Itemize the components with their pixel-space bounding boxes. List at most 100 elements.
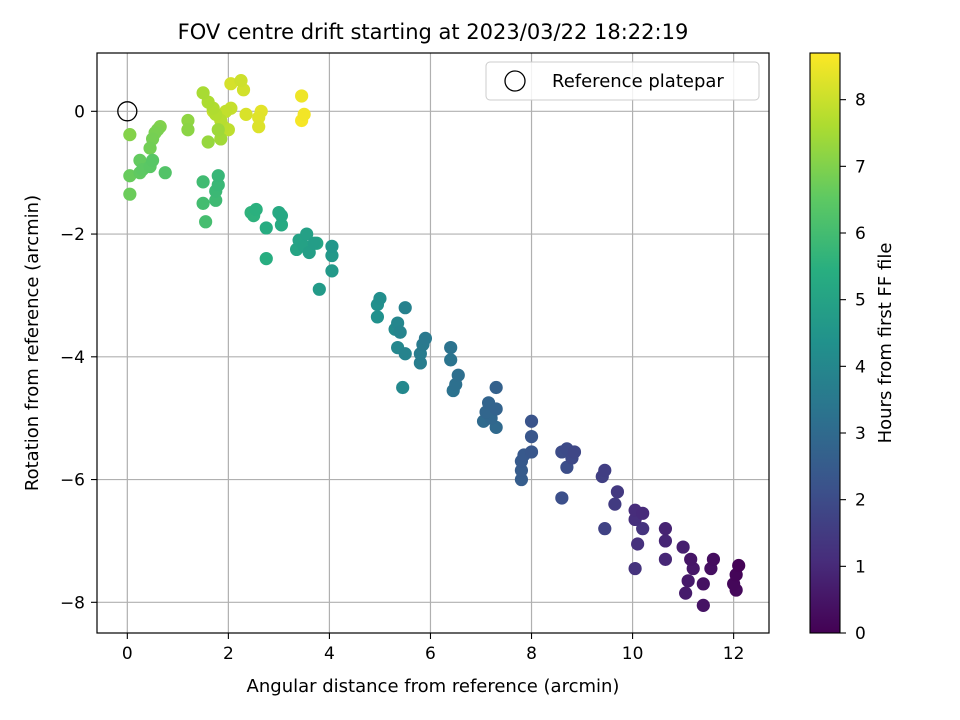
data-point — [681, 574, 695, 588]
data-point — [211, 178, 225, 192]
data-point — [413, 356, 427, 370]
data-point — [444, 353, 458, 367]
chart-title: FOV centre drift starting at 2023/03/22 … — [178, 20, 689, 44]
data-point — [181, 113, 195, 128]
x-tick-label: 6 — [425, 644, 436, 664]
data-point — [444, 341, 458, 355]
data-point — [706, 552, 721, 566]
colorbar-tick-label: 8 — [855, 91, 866, 111]
reference-marker-group — [117, 101, 138, 122]
data-point — [370, 310, 385, 324]
y-axis-label: Rotation from reference (arcmin) — [22, 195, 43, 491]
data-point — [196, 86, 210, 100]
data-point — [489, 402, 503, 416]
colorbar-tick-label: 1 — [855, 557, 866, 577]
colorbar-gradient — [810, 53, 840, 633]
data-point — [418, 331, 433, 345]
data-point — [658, 552, 673, 566]
y-axis-ticks: 0 −2 −4 −6 −8 — [60, 102, 97, 613]
data-point — [398, 301, 412, 315]
x-tick-label: 8 — [526, 644, 537, 664]
data-point — [524, 445, 539, 459]
legend-entry-reference-platepar: Reference platepar — [552, 71, 724, 92]
data-point — [567, 445, 582, 459]
data-point — [249, 202, 263, 217]
data-point — [234, 74, 248, 88]
data-point — [252, 120, 266, 134]
data-point — [628, 561, 642, 576]
data-point — [514, 463, 529, 477]
data-point — [325, 239, 339, 253]
x-tick-label: 2 — [223, 644, 234, 664]
data-point — [658, 534, 673, 548]
data-point — [451, 368, 465, 382]
data-point — [211, 123, 225, 137]
data-point — [201, 135, 215, 149]
data-point — [325, 264, 339, 278]
colorbar-tick-label: 5 — [855, 291, 866, 311]
colorbar-label: Hours from first FF file — [875, 243, 896, 444]
data-point — [696, 577, 710, 591]
colorbar-tick-label: 3 — [855, 424, 866, 444]
grid-lines — [97, 53, 769, 633]
x-tick-label: 4 — [324, 644, 335, 664]
data-point — [396, 380, 410, 395]
x-tick-label: 0 — [122, 644, 133, 664]
legend-marker — [504, 70, 526, 92]
data-points — [123, 74, 746, 612]
plot-frame — [96, 52, 770, 634]
data-point — [610, 485, 625, 499]
data-point — [598, 522, 612, 536]
data-point — [209, 193, 223, 207]
colorbar-frame — [809, 52, 841, 634]
legend-box — [485, 61, 760, 101]
data-point — [732, 558, 746, 573]
y-tick-label: 0 — [74, 102, 85, 122]
data-point — [631, 537, 645, 551]
data-point — [307, 236, 321, 250]
data-point — [489, 380, 503, 395]
data-point — [295, 89, 309, 103]
data-point — [676, 540, 690, 554]
data-point — [196, 196, 210, 210]
y-tick-label: −8 — [60, 593, 85, 613]
data-point — [636, 506, 650, 520]
data-point — [300, 227, 314, 241]
data-point — [274, 209, 289, 223]
x-axis-label: Angular distance from reference (arcmin) — [247, 676, 620, 697]
reference-platepar-marker — [117, 101, 138, 122]
data-point — [158, 166, 172, 180]
data-point — [684, 552, 698, 566]
colorbar-tick-label: 6 — [855, 224, 866, 244]
data-point — [259, 252, 273, 266]
data-point — [325, 248, 339, 263]
data-point — [555, 491, 569, 505]
data-point — [373, 291, 387, 306]
data-point — [608, 497, 622, 511]
data-point — [143, 141, 157, 155]
colorbar-tick-label: 4 — [855, 357, 866, 377]
data-point — [274, 218, 289, 232]
data-point — [679, 586, 693, 600]
data-point — [297, 107, 311, 121]
data-point — [123, 169, 137, 183]
x-axis-ticks: 0 2 4 6 8 10 12 — [122, 633, 745, 664]
data-point — [224, 77, 238, 91]
data-point — [514, 472, 529, 487]
data-point — [696, 598, 710, 612]
data-point — [123, 128, 137, 142]
data-point — [524, 429, 539, 444]
data-point — [598, 463, 612, 477]
data-point — [239, 107, 253, 121]
x-tick-label: 12 — [723, 644, 745, 664]
x-tick-label: 10 — [622, 644, 644, 664]
data-point — [312, 282, 326, 296]
data-point — [196, 175, 210, 189]
data-point — [636, 522, 650, 536]
data-point — [658, 522, 673, 536]
colorbar-ticks: 0 1 2 3 4 5 6 7 8 — [840, 91, 866, 644]
data-point — [181, 123, 195, 137]
y-tick-label: −2 — [60, 225, 85, 245]
colorbar-tick-label: 0 — [855, 624, 866, 644]
